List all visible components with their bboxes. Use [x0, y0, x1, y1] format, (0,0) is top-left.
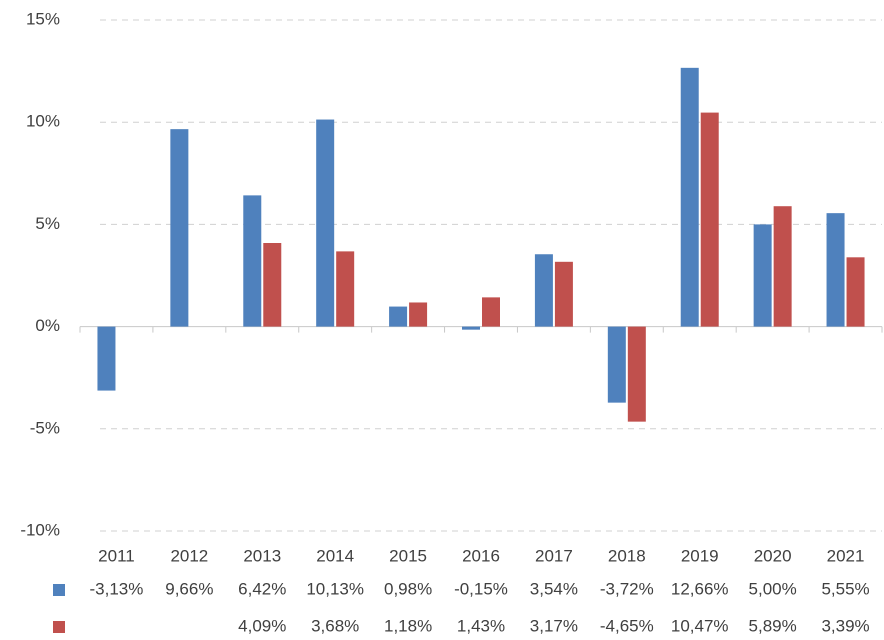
bar	[826, 213, 845, 327]
table-value: 3,39%	[821, 616, 869, 635]
table-value: 3,17%	[530, 616, 578, 635]
legend-swatch	[53, 621, 65, 633]
bar	[482, 297, 500, 327]
legend-swatch	[53, 584, 65, 596]
table-value: 5,00%	[749, 579, 797, 598]
y-tick-label: -5%	[30, 418, 60, 437]
bar	[534, 254, 553, 327]
x-tick-label: 2011	[98, 546, 135, 565]
y-tick-label: 0%	[35, 316, 60, 335]
table-value: 3,68%	[311, 616, 359, 635]
x-tick-label: 2017	[535, 546, 573, 565]
bar	[316, 119, 335, 327]
table-value: 4,09%	[238, 616, 286, 635]
table-value: -4,65%	[600, 616, 654, 635]
x-tick-label: 2020	[754, 546, 792, 565]
table-value: 5,89%	[749, 616, 797, 635]
bar	[389, 306, 408, 327]
x-tick-label: 2021	[827, 546, 865, 565]
table-value: -3,72%	[600, 579, 654, 598]
y-tick-label: -10%	[20, 520, 60, 539]
table-value: -3,13%	[90, 579, 144, 598]
table-value: 6,42%	[238, 579, 286, 598]
y-tick-label: 5%	[35, 214, 60, 233]
x-tick-label: 2016	[462, 546, 500, 565]
bar	[680, 67, 699, 327]
bar	[700, 112, 719, 327]
x-tick-label: 2019	[681, 546, 719, 565]
x-tick-label: 2018	[608, 546, 646, 565]
table-value: 9,66%	[165, 579, 213, 598]
table-value: 1,43%	[457, 616, 505, 635]
table-value: -0,15%	[454, 579, 508, 598]
bar	[170, 129, 189, 327]
bar	[97, 326, 116, 391]
y-tick-label: 15%	[26, 9, 60, 28]
bar	[336, 251, 355, 327]
x-tick-label: 2014	[316, 546, 354, 565]
bar	[409, 302, 428, 327]
y-tick-label: 10%	[26, 112, 60, 131]
x-tick-label: 2012	[170, 546, 208, 565]
bar	[753, 224, 772, 327]
table-value: 0,98%	[384, 579, 432, 598]
x-tick-label: 2015	[389, 546, 427, 565]
bar	[846, 257, 865, 327]
bar	[462, 326, 480, 330]
bar	[627, 326, 646, 422]
bar	[607, 326, 626, 403]
bar	[773, 206, 792, 327]
bar	[554, 261, 573, 327]
table-value: 3,54%	[530, 579, 578, 598]
table-value: 5,55%	[821, 579, 869, 598]
table-value: 12,66%	[671, 579, 729, 598]
table-value: 1,18%	[384, 616, 432, 635]
bar	[263, 243, 282, 327]
bar	[243, 195, 262, 327]
table-value: 10,13%	[306, 579, 364, 598]
x-tick-label: 2013	[243, 546, 281, 565]
table-value: 10,47%	[671, 616, 729, 635]
